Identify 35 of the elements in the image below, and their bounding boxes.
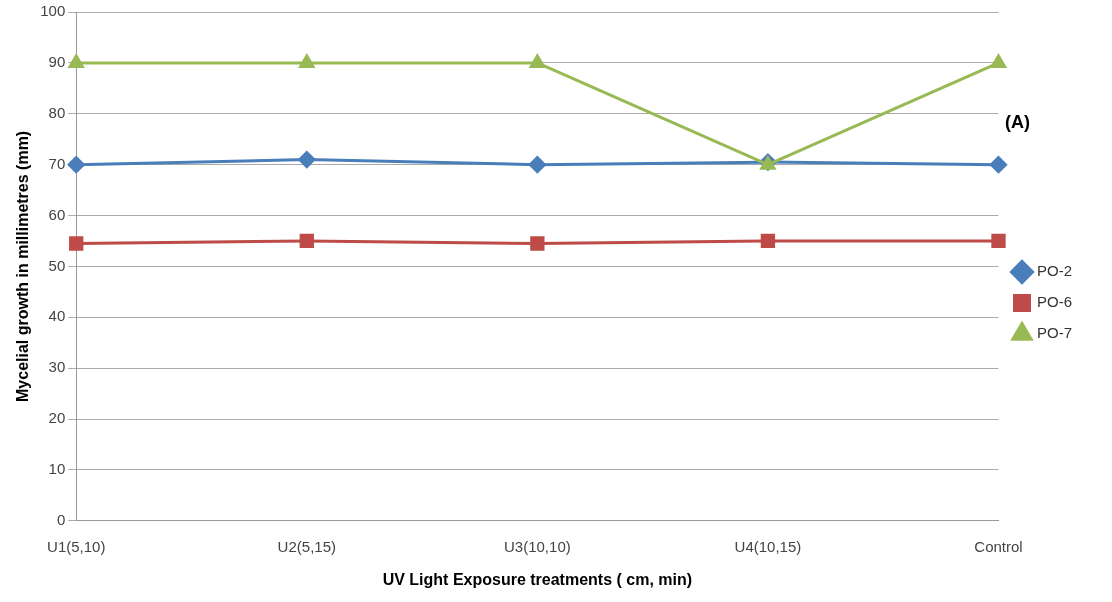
y-tick-label: 10 — [48, 460, 66, 478]
y-axis-title: Mycelial growth in millimetres (mm) — [14, 130, 32, 402]
point — [989, 156, 1007, 174]
x-tick-label: U2(5,15) — [277, 537, 336, 555]
point — [68, 54, 84, 68]
point — [299, 54, 315, 68]
y-tick-label: 80 — [48, 103, 66, 121]
x-tick-label: U4(10,15) — [734, 537, 802, 555]
y-tick-label: 40 — [48, 307, 66, 325]
x-axis-title: UV Light Exposure treatments ( cm, min) — [382, 570, 693, 588]
point — [990, 54, 1007, 68]
y-tick-label: 20 — [48, 409, 66, 427]
point — [528, 156, 546, 174]
x-tick-label: Control — [974, 537, 1023, 555]
y-tick-label: 0 — [56, 510, 66, 528]
y-tick-label: 90 — [48, 53, 66, 71]
y-tick-label: 70 — [48, 154, 66, 172]
y-tick-label: 30 — [48, 358, 66, 376]
legend-label: PO-7 — [1036, 324, 1073, 342]
legend-label: PO-6 — [1036, 293, 1073, 311]
text: (A) — [1005, 112, 1030, 133]
point — [298, 151, 316, 169]
point — [69, 236, 84, 251]
y-tick-label: 50 — [48, 256, 66, 274]
point — [991, 233, 1006, 249]
x-tick-label: U1(5,10) — [47, 537, 106, 555]
point — [530, 236, 545, 251]
point — [760, 233, 776, 249]
point — [529, 54, 545, 68]
legend-label: PO-2 — [1036, 262, 1073, 280]
y-tick-label: 100 — [40, 2, 66, 20]
x-tick-label: U3(10,10) — [504, 537, 571, 555]
point — [67, 156, 85, 174]
point — [299, 233, 314, 249]
y-tick-label: 60 — [48, 205, 66, 223]
